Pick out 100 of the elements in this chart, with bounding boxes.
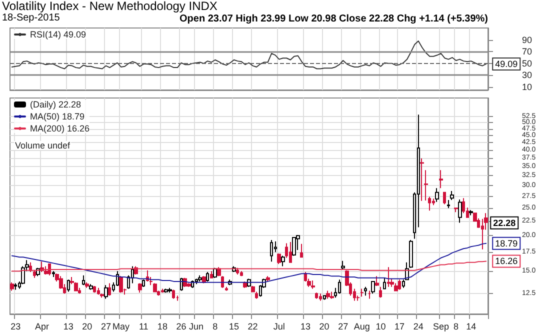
candlestick	[161, 288, 164, 294]
line-series	[11, 242, 487, 283]
x-tick-label: Jul	[273, 322, 285, 332]
text: Open 23.07 High 23.99 Low 20.98 Close 22.28 Chg +1.14 (+5.39%)	[180, 14, 488, 24]
data-label: 18.79	[495, 238, 518, 248]
candlestick	[458, 199, 462, 224]
candlestick	[375, 276, 379, 286]
x-tick-label: 20	[319, 322, 330, 332]
candlestick	[153, 282, 157, 292]
candlestick	[360, 288, 364, 298]
text: 22.28	[493, 218, 516, 228]
candlestick	[213, 268, 217, 278]
candlestick	[311, 280, 315, 290]
candlestick	[93, 285, 96, 294]
y-tick-label: 50	[522, 58, 532, 68]
candlestick	[217, 266, 221, 277]
x-tick-label: 18	[157, 322, 168, 332]
candlestick	[469, 210, 473, 216]
legend-label: (Daily) 22.28	[30, 100, 82, 110]
candlestick	[89, 284, 93, 290]
candlestick	[450, 190, 454, 200]
candlestick	[243, 280, 247, 288]
candlestick	[236, 267, 239, 275]
candlestick	[180, 277, 183, 292]
candlestick	[206, 271, 209, 282]
candlestick	[270, 240, 273, 262]
candlestick	[394, 282, 398, 292]
candlestick	[142, 279, 145, 288]
candlestick	[225, 286, 228, 292]
x-tick-label: 13	[63, 322, 74, 332]
candlestick	[439, 170, 443, 189]
chart-title: Volatility Index - New Methodology INDX	[2, 0, 218, 13]
candlestick	[29, 262, 32, 272]
candlestick	[424, 170, 428, 201]
x-tick-label: 14	[466, 322, 476, 332]
candlestick	[454, 207, 458, 213]
candlestick	[443, 191, 446, 205]
candlestick	[300, 243, 303, 258]
annotation: Volume undef	[15, 140, 71, 150]
candlestick	[195, 278, 198, 285]
candlestick	[14, 282, 17, 290]
x-tick-label: 8	[212, 322, 218, 332]
candlestick	[48, 263, 51, 276]
candlestick	[338, 279, 341, 294]
x-tick-label: 15	[228, 322, 239, 332]
candlestick	[326, 290, 330, 300]
candlestick	[10, 282, 14, 292]
y-tick-label: 70	[522, 46, 532, 57]
candlestick	[398, 279, 401, 290]
x-tick-label: Aug	[354, 322, 370, 332]
legend-label: MA(50) 18.79	[30, 112, 85, 122]
candlestick	[119, 276, 123, 294]
candlestick	[420, 158, 424, 202]
y-tick-label: 30	[522, 70, 532, 80]
candlestick	[319, 293, 322, 302]
x-tick-label: 26	[176, 322, 186, 332]
candlestick	[292, 237, 296, 256]
candlestick	[323, 295, 326, 300]
candlestick	[97, 287, 100, 296]
candlestick	[33, 270, 36, 278]
x-tick-label: 22	[248, 322, 258, 332]
candlestick	[198, 274, 202, 282]
candlestick	[371, 280, 375, 294]
candlestick	[281, 255, 285, 267]
x-tick-label: May	[112, 322, 130, 332]
candlestick	[289, 241, 292, 263]
candlestick	[330, 291, 334, 300]
x-tick-label: 27	[338, 322, 348, 332]
legend-label: MA(200) 16.26	[30, 124, 90, 134]
candlestick	[85, 282, 89, 288]
candlestick	[108, 282, 111, 296]
candlestick	[277, 253, 281, 264]
data-label: 16.26	[495, 256, 518, 266]
candlestick	[221, 276, 224, 288]
x-tick-label: Jun	[189, 322, 204, 332]
candlestick	[67, 279, 70, 292]
x-tick-label: 24	[413, 322, 424, 332]
x-tick-label: Apr	[34, 322, 49, 332]
candlestick	[240, 270, 243, 277]
candlestick	[364, 286, 367, 296]
candlestick	[368, 290, 371, 300]
candlestick	[210, 270, 213, 278]
candlestick	[379, 286, 382, 298]
candlestick	[447, 199, 450, 209]
x-tick-label: 10	[376, 322, 386, 332]
legend-label: RSI(14) 49.09	[30, 30, 86, 40]
candlestick	[462, 198, 465, 214]
candlestick	[168, 287, 172, 294]
y-tick-label: 90	[522, 34, 532, 45]
x-tick-label: 27	[100, 322, 111, 332]
candlestick	[82, 274, 85, 286]
x-tick-label: 17	[394, 322, 405, 332]
candlestick	[104, 284, 108, 300]
chart-subtitle: 18-Sep-2015	[2, 12, 60, 24]
x-tick-label: Sep	[432, 322, 449, 332]
candlestick	[138, 282, 142, 294]
candlestick	[428, 196, 431, 212]
candlestick	[172, 289, 175, 300]
candlestick	[387, 266, 390, 288]
data-label: 49.09	[495, 58, 518, 69]
